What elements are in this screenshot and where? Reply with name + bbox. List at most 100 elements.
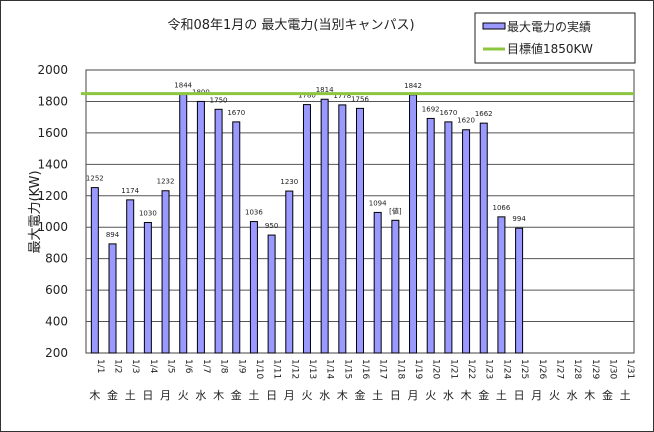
bar-1/23 [479,122,488,354]
x-tick-label: 1/3 [130,359,140,373]
bar-1/17 [373,211,382,354]
x-tick-label: 1/27 [554,359,564,379]
x-tick-label: 1/26 [537,359,547,379]
data-label: 1844 [174,82,192,90]
x-tick-label: 1/16 [360,359,370,379]
x-tick-label: 1/15 [342,359,352,379]
x-tick-label: 1/18 [395,359,405,379]
data-label: 1778 [333,92,351,100]
x-tick-label: 1/22 [466,359,476,379]
weekday-label: 火 [301,389,312,402]
bar-1/20 [426,117,435,354]
weekday-label: 水 [319,389,330,402]
bar-1/2 [108,243,117,354]
weekday-label: 土 [248,389,259,402]
weekday-label: 土 [620,389,631,402]
x-tick-label: 1/24 [501,359,511,379]
bar-1/5 [161,190,170,354]
x-tick-label: 1/2 [113,359,123,373]
bar-1/24 [497,216,506,354]
x-tick-label: 1/19 [413,359,423,379]
weekday-label: 月 [284,389,295,402]
bar-1/10 [249,221,258,354]
x-tick-label: 1/10 [254,359,264,379]
bar-1/14 [320,98,329,354]
weekday-label: 金 [602,388,613,402]
y-axis-label: 最大電力(KW) [28,170,43,253]
bar-1/18 [391,219,400,354]
data-label: 1030 [139,210,157,218]
data-label: 1662 [475,110,493,118]
x-tick-label: 1/20 [431,359,441,379]
x-tick-label: 1/9 [236,359,246,374]
x-tick-label: 1/28 [572,359,582,379]
bar-1/8 [214,108,223,354]
data-label: 1252 [86,175,104,183]
weekday-label: 金 [107,388,118,402]
data-label: 1094 [369,199,387,207]
bar-1/13 [302,104,311,354]
x-tick-label: 1/13 [307,359,317,379]
y-tick-label: 1600 [37,126,68,140]
legend-label-target: 目標値1850KW [507,41,593,56]
weekday-label: 月 [531,389,542,402]
x-tick-label: 1/31 [625,359,635,379]
y-tick-label: 200 [45,346,68,360]
y-tick-label: 1800 [37,94,68,108]
data-label: [値] [389,206,402,215]
data-label: 950 [265,222,278,230]
data-label: 1842 [404,82,422,90]
chart-title: 令和08年1月の 最大電力(当別キャンパス) [167,18,414,33]
y-tick-label: 1000 [37,220,68,234]
weekday-label: 土 [372,389,383,402]
legend-label-actual: 最大電力の実績 [507,19,591,34]
x-tick-label: 1/29 [590,359,600,379]
x-tick-label: 1/1 [95,359,105,373]
bar-1/4 [143,222,152,354]
x-tick-label: 1/4 [148,359,158,374]
weekday-label: 金 [355,388,366,402]
weekday-label: 日 [142,389,153,402]
bar-1/19 [409,94,418,354]
weekday-label: 水 [567,389,578,402]
weekday-label: 木 [461,389,472,402]
bar-1/22 [462,129,471,354]
data-label: 1756 [351,95,369,103]
bar-1/9 [232,121,241,354]
bar-1/3 [126,199,135,354]
data-label: 1780 [298,92,316,100]
y-tick-label: 600 [45,283,68,297]
bar-1/21 [444,121,453,354]
data-label: 1750 [210,96,228,104]
weekday-label: 木 [213,389,224,402]
weekday-label: 金 [231,388,242,402]
data-label: 994 [512,215,526,223]
data-label: 1232 [157,178,175,186]
bar-1/25 [515,227,524,354]
weekday-label: 木 [584,389,595,402]
weekday-label: 土 [496,389,507,402]
x-tick-label: 1/14 [325,359,335,379]
data-label: 1174 [121,187,139,195]
weekday-label: 金 [478,388,489,402]
bar-1/16 [356,107,364,354]
bar-1/12 [285,190,294,354]
x-tick-label: 1/23 [484,359,494,379]
weekday-label: 月 [160,389,171,402]
weekday-label: 日 [514,389,525,402]
weekday-label: 火 [549,389,560,402]
y-tick-label: 800 [45,252,68,266]
x-tick-label: 1/7 [201,359,211,373]
x-tick-label: 1/30 [607,359,617,379]
weekday-label: 日 [390,389,401,402]
data-label: 1620 [457,117,475,125]
bar-1/1 [90,187,99,354]
x-tick-label: 1/5 [166,359,176,373]
weekday-label: 木 [337,389,348,402]
bar-1/7 [196,100,205,354]
weekday-label: 水 [443,389,454,402]
bar-1/11 [267,234,276,354]
data-label: 1066 [493,204,511,212]
weekday-label: 火 [425,389,436,402]
